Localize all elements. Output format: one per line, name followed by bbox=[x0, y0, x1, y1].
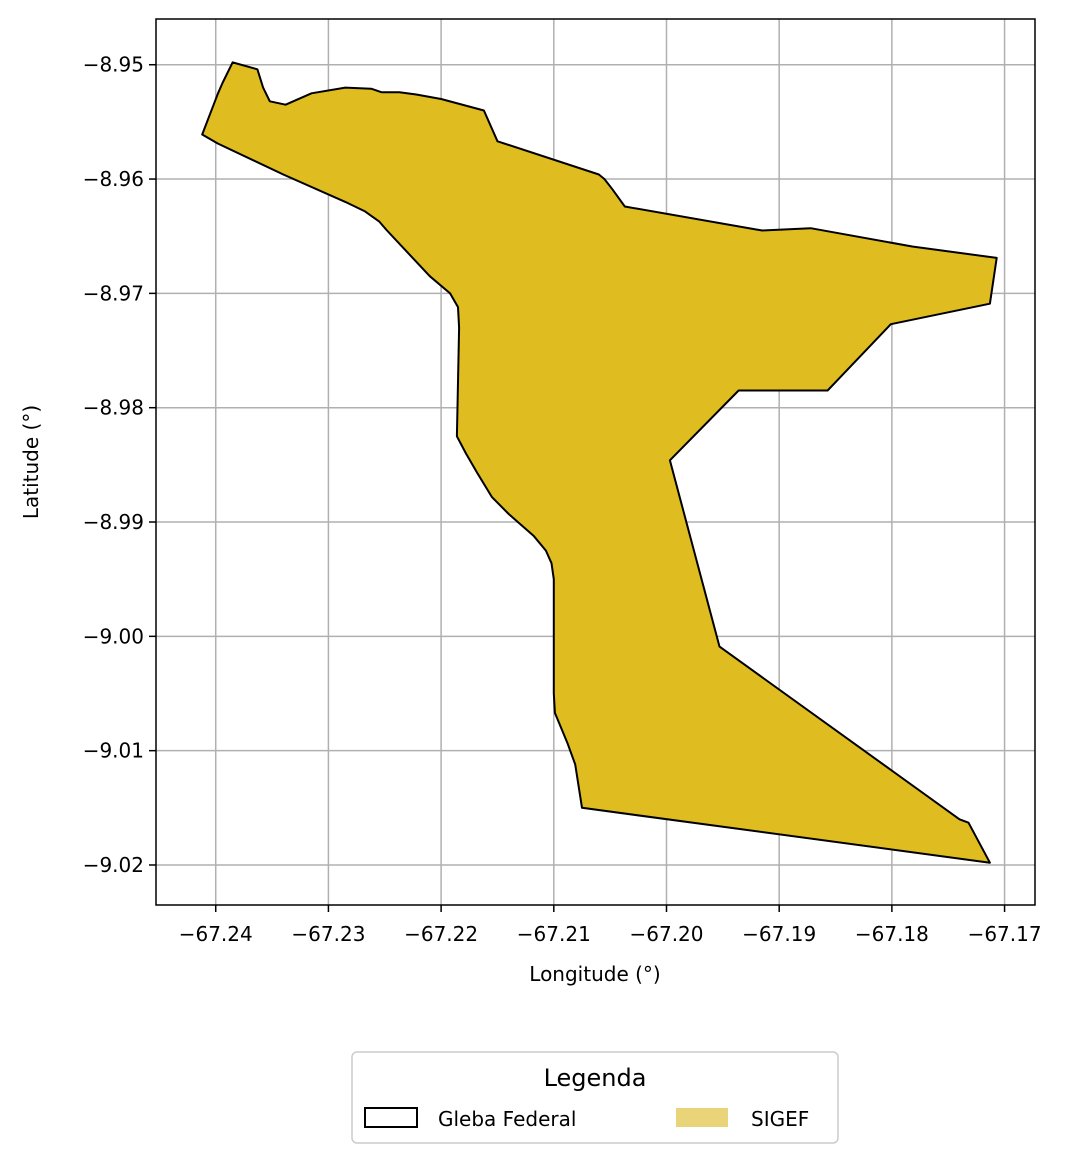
x-tick-label: −67.17 bbox=[968, 922, 1042, 946]
y-tick-label: −9.02 bbox=[83, 853, 144, 877]
x-axis-label: Longitude (°) bbox=[529, 962, 660, 986]
y-tick-label: −9.01 bbox=[83, 739, 144, 763]
y-tick-label: −8.97 bbox=[83, 281, 144, 305]
x-tick-label: −67.22 bbox=[404, 922, 478, 946]
y-tick-label: −8.96 bbox=[83, 167, 144, 191]
y-tick-label: −8.95 bbox=[83, 53, 144, 77]
sigef-polygon bbox=[201, 61, 998, 864]
legend-label-sigef: SIGEF bbox=[751, 1107, 809, 1131]
y-axis-ticks: −8.95 −8.96 −8.97 −8.98 −8.99 −9.00 −9.01 −9.02 bbox=[83, 53, 156, 877]
y-tick-label: −9.00 bbox=[83, 624, 144, 648]
legend-swatch-gleba bbox=[364, 1107, 418, 1128]
plot-frame bbox=[155, 18, 1036, 906]
x-tick-label: −67.21 bbox=[517, 922, 591, 946]
y-tick-label: −8.98 bbox=[83, 396, 144, 420]
x-tick-label: −67.23 bbox=[291, 922, 365, 946]
x-tick-label: −67.18 bbox=[855, 922, 929, 946]
x-tick-label: −67.19 bbox=[742, 922, 816, 946]
polygon-layer bbox=[201, 61, 998, 864]
legend-swatch-sigef bbox=[676, 1108, 728, 1127]
x-tick-label: −67.24 bbox=[179, 922, 253, 946]
legend-label-gleba: Gleba Federal bbox=[438, 1107, 576, 1131]
legend: Legenda Gleba Federal SIGEF bbox=[351, 1051, 839, 1144]
x-axis-ticks: −67.24 −67.23 −67.22 −67.21 −67.20 −67.19 −67.… bbox=[179, 905, 1042, 946]
legend-title: Legenda bbox=[544, 1064, 647, 1092]
y-tick-label: −8.99 bbox=[83, 510, 144, 534]
y-axis-label: Latitude (°) bbox=[19, 405, 43, 519]
x-tick-label: −67.20 bbox=[629, 922, 703, 946]
